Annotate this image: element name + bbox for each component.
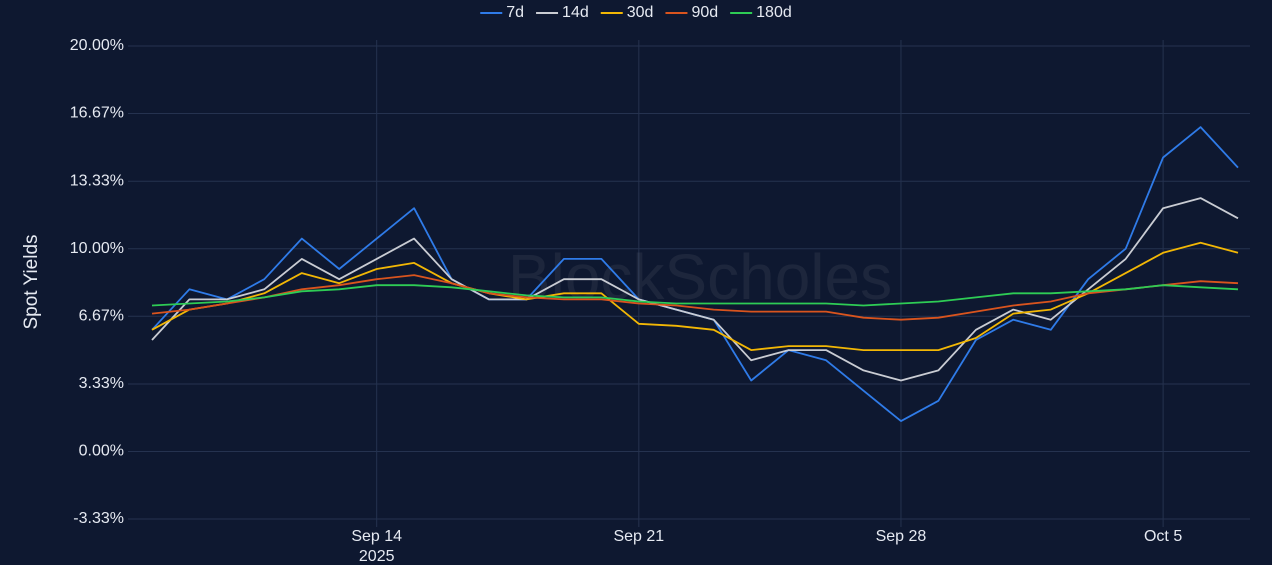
y-tick-label: -3.33% (73, 510, 124, 527)
y-tick-label: 3.33% (79, 375, 124, 392)
y-tick-label: 13.33% (70, 172, 124, 189)
legend-label: 14d (562, 4, 589, 21)
y-tick-label: 10.00% (70, 240, 124, 257)
x-tick-label: Sep 21 (613, 528, 664, 545)
legend-label: 90d (691, 4, 718, 21)
x-tick-label: Oct 5 (1144, 528, 1182, 545)
y-tick-label: 16.67% (70, 105, 124, 122)
y-axis-label: Spot Yields (21, 234, 42, 329)
y-tick-label: 6.67% (79, 307, 124, 324)
x-tick-label: Sep 14 (351, 528, 402, 545)
watermark: BlockScholes (508, 241, 892, 313)
series-line (151, 274, 1239, 321)
legend: 7d 14d 30d 90d 180d (480, 4, 792, 21)
legend-label: 7d (506, 4, 524, 21)
series-line (151, 197, 1239, 382)
legend-label: 180d (756, 4, 792, 21)
legend-label: 30d (627, 4, 654, 21)
x-year-label: 2025 (359, 548, 395, 565)
y-tick-label: 0.00% (79, 443, 124, 460)
series-line (151, 241, 1239, 351)
x-tick-label: Sep 28 (876, 528, 927, 545)
series-line (151, 284, 1239, 307)
y-tick-label: 20.00% (70, 37, 124, 54)
